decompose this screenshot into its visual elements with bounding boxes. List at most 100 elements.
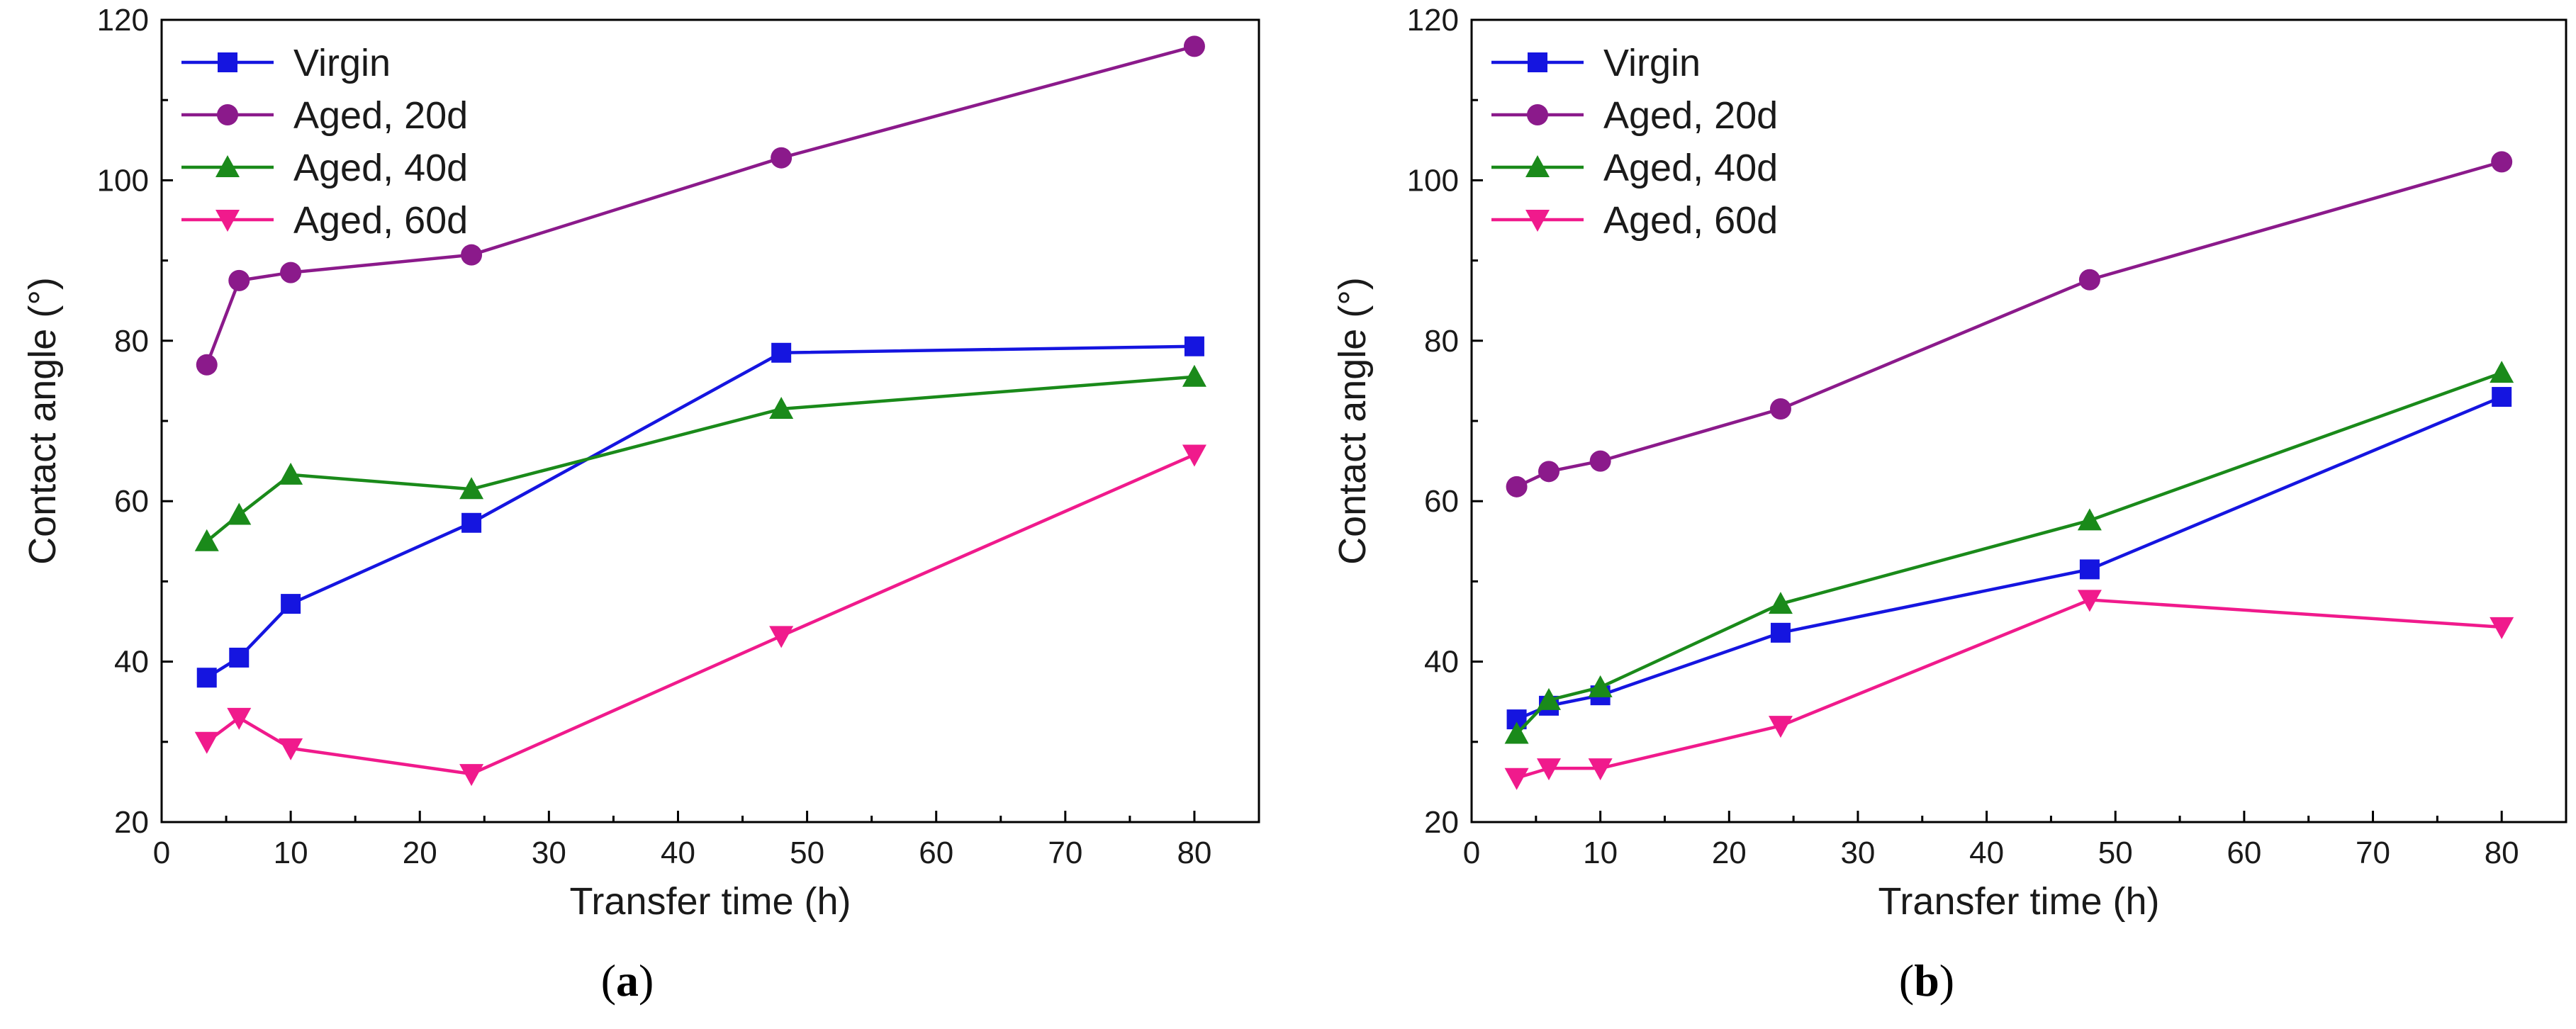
data-point-aged-60d [1182, 444, 1206, 467]
data-point-aged-40d [1588, 675, 1613, 697]
y-axis-title: Contact angle (°) [21, 277, 64, 565]
legend-label: Aged, 60d [1603, 199, 1778, 242]
legend-label: Aged, 60d [293, 199, 468, 242]
x-tick-label: 60 [2227, 836, 2261, 870]
series-aged-40d [1504, 361, 2514, 744]
caption-letter: a [616, 955, 639, 1006]
x-tick-label: 50 [790, 836, 824, 870]
legend-marker [1525, 155, 1550, 177]
data-point-aged-40d [1768, 592, 1793, 614]
chart-panel-b: 0 10 20 30 40 50 60 70 80 20 40 60 80 100 120 Transfer … [1331, 3, 2567, 1006]
x-tick-label: 0 [1463, 836, 1480, 870]
data-point-aged-60d [2077, 590, 2102, 612]
legend-marker [217, 104, 238, 125]
data-point-virgin [1184, 336, 1204, 356]
y-tick-label: 40 [114, 645, 149, 680]
series-line-aged-60d [206, 453, 1195, 776]
x-tick-label: 80 [2485, 836, 2519, 870]
legend: Virgin Aged, 20d Aged, 40d Aged, 60d [1491, 42, 1778, 242]
data-point-aged-20d [1183, 35, 1205, 57]
caption-paren-open: ( [601, 955, 616, 1006]
x-tick-label: 10 [1583, 836, 1618, 870]
data-point-aged-60d [227, 707, 252, 730]
data-point-aged-60d [1768, 716, 1793, 738]
legend: Virgin Aged, 20d Aged, 40d Aged, 60d [181, 42, 468, 242]
data-point-aged-20d [228, 269, 250, 291]
data-point-aged-20d [280, 262, 302, 283]
legend-label: Virgin [293, 42, 391, 84]
legend-item-aged-20d: Aged, 20d [181, 94, 468, 137]
data-point-aged-20d [1506, 476, 1528, 497]
series-aged-40d [194, 364, 1206, 551]
x-tick-label: 60 [919, 836, 953, 870]
data-point-aged-60d [1536, 758, 1561, 781]
x-tick-label: 70 [2356, 836, 2390, 870]
chart-panel-a: 0 10 20 30 40 50 60 70 80 20 40 60 80 100 120 Transfer … [21, 3, 1260, 1006]
data-point-aged-20d [1589, 450, 1611, 472]
x-tick-label: 40 [1969, 836, 2004, 870]
y-tick-label: 80 [1424, 324, 1459, 359]
y-tick-label: 100 [1407, 163, 1459, 198]
plot-frame [1470, 18, 2567, 823]
y-tick-label: 100 [97, 163, 149, 198]
legend-label: Aged, 20d [293, 94, 468, 137]
data-point-virgin [2079, 559, 2100, 580]
caption-paren-open: ( [1899, 955, 1914, 1006]
legend-label: Aged, 40d [1603, 147, 1778, 189]
series-aged-60d [194, 444, 1206, 787]
data-point-aged-60d [194, 731, 219, 754]
data-point-aged-40d [279, 462, 303, 485]
x-tick-label: 30 [532, 836, 566, 870]
series-virgin [196, 336, 1204, 688]
x-axis-title: Transfer time (h) [1878, 880, 2159, 923]
series-line-aged-60d [1516, 598, 2502, 780]
caption-letter: b [1914, 955, 1939, 1006]
data-point-aged-60d [1504, 767, 1529, 790]
series-aged-20d [196, 35, 1205, 376]
data-point-virgin [461, 512, 482, 533]
data-point-aged-60d [1588, 758, 1613, 781]
legend-item-virgin: Virgin [1491, 42, 1701, 84]
caption-paren-close: ) [639, 955, 654, 1006]
data-point-virgin [2492, 387, 2512, 407]
x-tick-label: 40 [661, 836, 695, 870]
y-tick-label: 60 [1424, 484, 1459, 519]
data-point-aged-40d [1182, 364, 1206, 387]
legend-item-aged-40d: Aged, 40d [181, 147, 468, 189]
data-point-aged-60d [459, 764, 484, 787]
panel-caption: (b) [1899, 955, 1954, 1006]
data-point-aged-40d [769, 397, 794, 420]
data-point-aged-40d [1536, 687, 1561, 710]
data-point-aged-60d [279, 738, 303, 760]
y-tick-label: 60 [114, 484, 149, 519]
x-tick-label: 70 [1048, 836, 1082, 870]
x-tick-label: 80 [1177, 836, 1211, 870]
data-point-aged-60d [2490, 617, 2514, 639]
legend-marker [215, 210, 240, 232]
legend-label: Virgin [1603, 42, 1701, 84]
legend-item-aged-60d: Aged, 60d [181, 199, 468, 242]
series-line-aged-20d [205, 45, 1195, 366]
series-line-virgin [206, 344, 1194, 680]
data-point-aged-20d [461, 244, 483, 266]
y-tick-label: 40 [1424, 645, 1459, 680]
data-point-aged-40d [2077, 508, 2102, 531]
x-tick-label: 20 [1712, 836, 1747, 870]
legend-marker [218, 52, 237, 72]
data-point-aged-40d [1504, 721, 1529, 744]
legend-marker [1527, 104, 1548, 125]
data-point-aged-40d [459, 477, 484, 500]
data-point-aged-40d [2490, 361, 2514, 383]
x-tick-label: 10 [274, 836, 308, 870]
legend-marker [1525, 210, 1550, 232]
y-tick-label: 20 [1424, 805, 1459, 840]
legend-label: Aged, 20d [1603, 94, 1778, 137]
legend-marker [215, 155, 240, 177]
legend-item-aged-20d: Aged, 20d [1491, 94, 1778, 137]
series-aged-20d [1506, 151, 2513, 497]
x-axis-title: Transfer time (h) [569, 880, 851, 923]
legend-label: Aged, 40d [293, 147, 468, 189]
x-tick-label: 20 [403, 836, 437, 870]
x-tick-label: 30 [1840, 836, 1875, 870]
